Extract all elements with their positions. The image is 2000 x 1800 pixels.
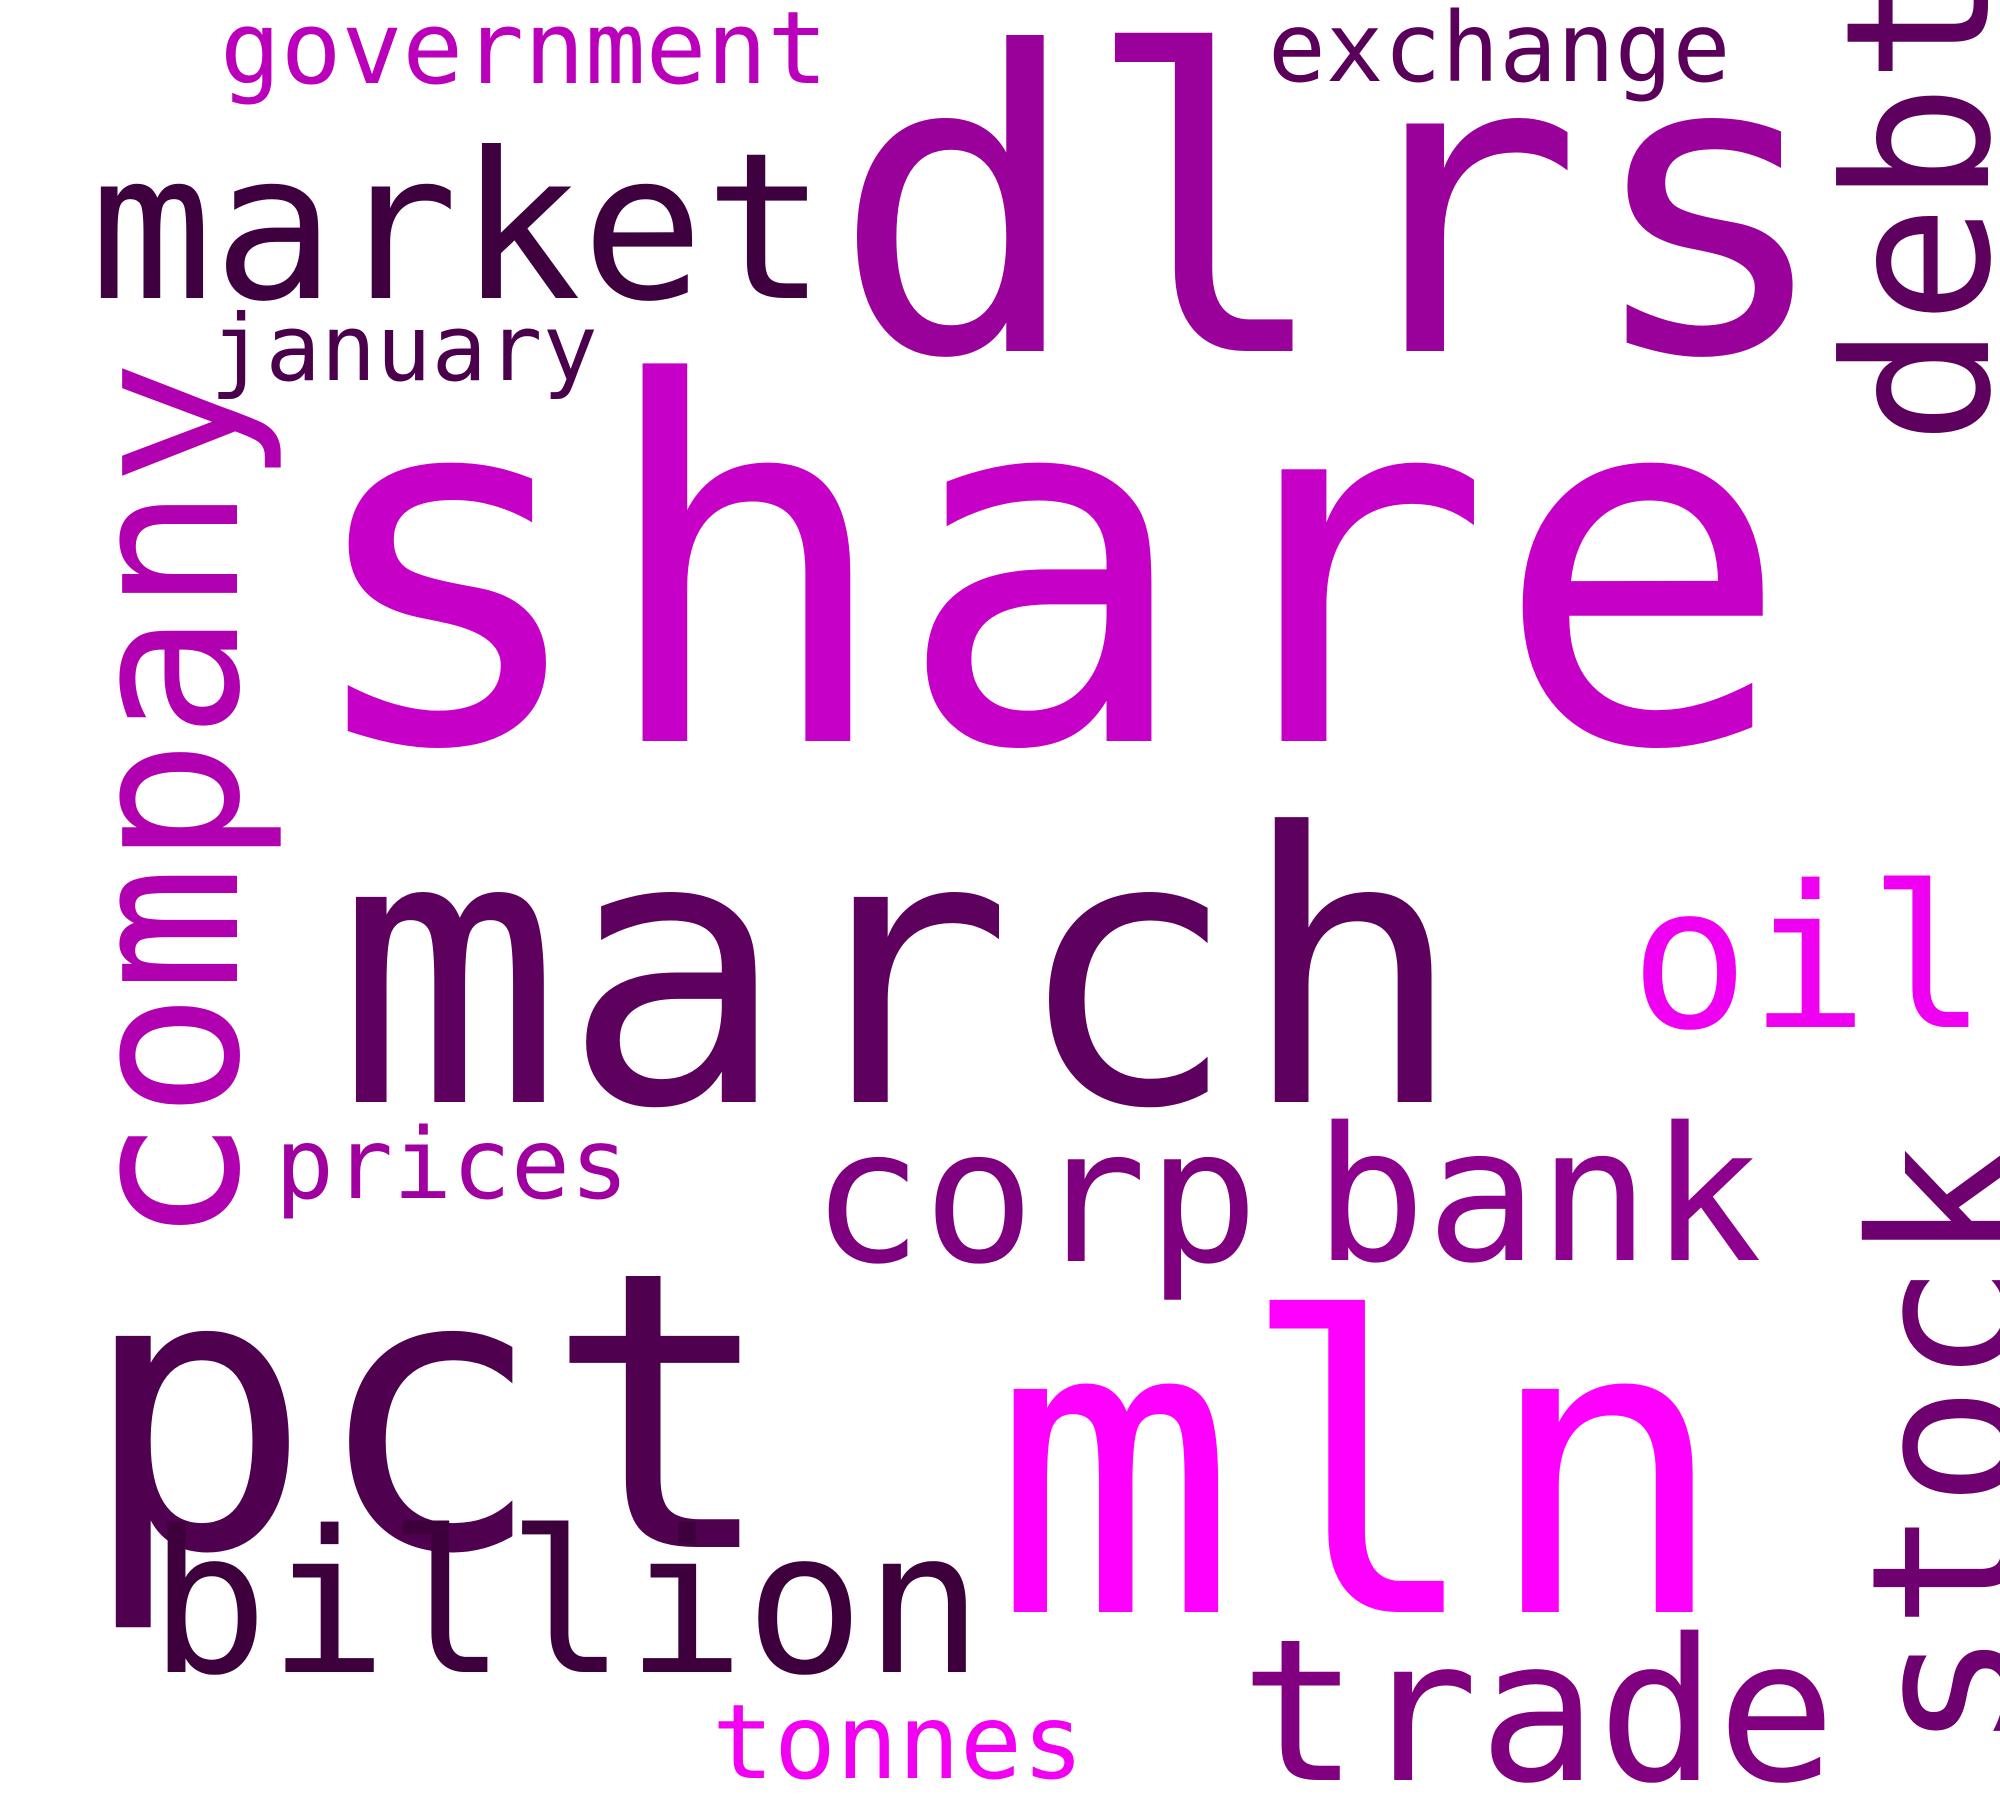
- word-billion: billion: [149, 1488, 984, 1719]
- word-oil: oil: [1630, 843, 1988, 1074]
- word-pct: pct: [80, 1190, 778, 1639]
- word-corp: corp: [811, 1088, 1259, 1305]
- word-stock: stock: [1828, 1140, 2000, 1752]
- word-dlrs: dlrs: [832, 0, 1834, 450]
- word-government: government: [220, 0, 829, 107]
- word-mln: mln: [992, 1234, 1729, 1709]
- word-prices: prices: [275, 1108, 630, 1222]
- word-bank: bank: [1314, 1087, 1762, 1304]
- word-debt: debt: [1803, 0, 2000, 445]
- word-trade: trade: [1240, 1596, 1837, 1800]
- word-tonnes: tonnes: [712, 1683, 1085, 1800]
- word-company: company: [42, 359, 287, 1245]
- word-share: share: [296, 281, 1793, 859]
- word-march: march: [336, 755, 1465, 1191]
- word-january: january: [210, 295, 598, 402]
- word-exchange: exchange: [1268, 0, 1731, 104]
- word-market: market: [90, 110, 827, 347]
